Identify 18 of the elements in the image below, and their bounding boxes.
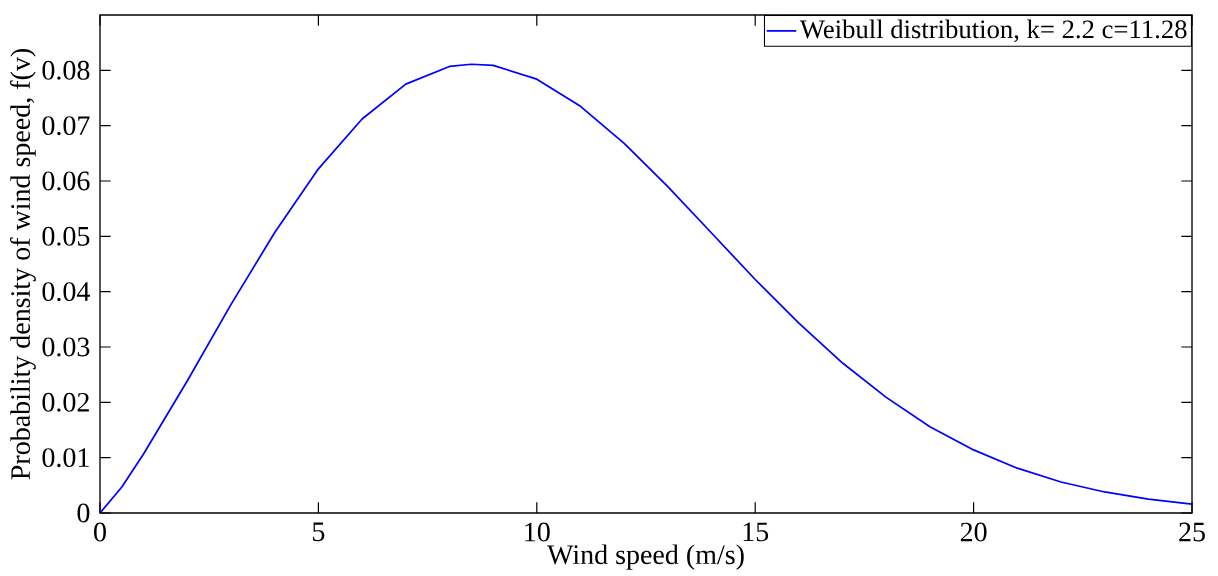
y-tick-label: 0.02 [42, 392, 89, 412]
y-tick-label: 0.07 [42, 116, 90, 136]
y-tick-label: 0.08 [42, 60, 90, 80]
x-tick-label: 10 [525, 522, 550, 542]
y-tick-label: 0.06 [42, 171, 90, 191]
y-tick-label: 0.05 [42, 226, 90, 246]
x-tick-label: 25 [1179, 522, 1205, 542]
y-tick-label: 0.04 [42, 282, 90, 302]
y-tick-label: 0.03 [42, 337, 90, 357]
legend-label: Weibull distribution, k= 2.2 c=11.28 [799, 19, 1187, 43]
x-tick-label: 0 [94, 522, 106, 542]
x-tick-label: 5 [313, 522, 325, 542]
y-tick-label: 0.01 [42, 448, 89, 468]
y-axis-title: Probability density of wind speed, f(v) [10, 49, 36, 480]
x-tick-label: 20 [960, 522, 987, 542]
y-tick-label: 0 [77, 503, 90, 523]
x-tick-label: 15 [743, 522, 769, 542]
x-axis-title: Wind speed (m/s) [547, 544, 744, 570]
